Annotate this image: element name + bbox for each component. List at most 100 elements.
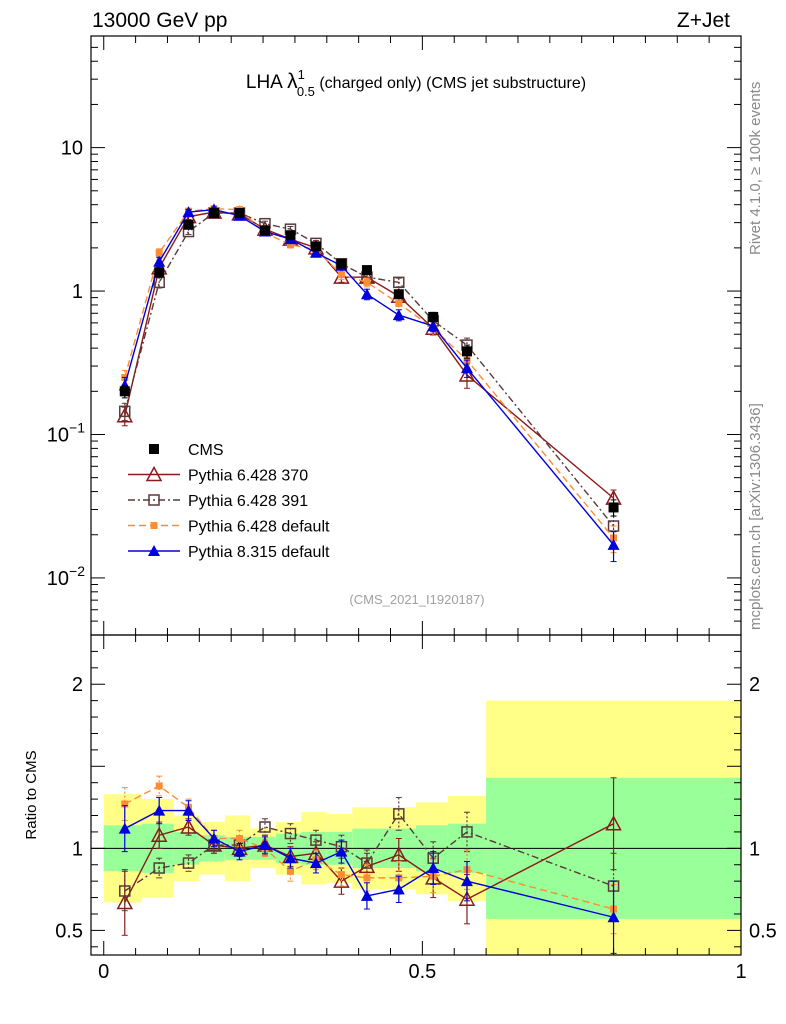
p370-point-ratio-1 [150,826,168,842]
p391-point-ratio-0 [119,885,131,897]
p8-point-7 [309,246,322,258]
ratio-ytick-label-right-0: 2 [749,674,760,696]
p370-line-ratio [124,823,614,903]
ratio-y-axis-label: Ratio to CMS [23,750,40,839]
ratio-frame [90,634,742,956]
p6def-point-8 [337,271,345,279]
p6def-point-ratio-8 [337,871,345,879]
p8-point-1 [153,255,166,267]
data-point-7 [310,241,321,252]
data-point-9 [361,265,372,276]
main-ytick-exp-3: −2 [69,563,85,579]
p391-point-ratio-1 [153,862,165,874]
p8-point-ratio-8 [335,845,348,857]
legend-marker-p370 [145,465,163,482]
data-point-6 [285,230,296,241]
p391-point-ratio-10 [393,808,405,820]
p8-point-12 [460,362,473,374]
mcplots-label: mcplots.cern.ch [arXiv:1306.3436] [747,403,764,630]
xtick-label-0: 0 [98,961,109,983]
data-point-12 [461,346,472,357]
legend-label-p8: Pythia 8.315 default [188,544,330,561]
p8-point-ratio-1 [153,804,166,816]
p6def-point-ratio-4 [235,834,243,842]
p8-point-ratio-0 [118,822,131,834]
legend-label-p6def: Pythia 6.428 default [188,519,330,536]
p8-point-ratio-6 [284,852,297,864]
ratio-ytick-label-left-2: 0.5 [55,920,83,942]
header-left-label: 13000 GeV pp [92,9,227,32]
data-point-3 [208,208,219,219]
ratio-ytick-label-right-1: 1 [749,838,760,860]
data-point-4 [234,208,245,219]
p6def-point-1 [155,249,163,257]
p391-point-ratio-6 [284,827,297,840]
p370-point-ratio-13 [605,815,622,831]
data-point-11 [428,311,439,322]
header-right-label: Z+Jet [677,9,730,32]
p8-point-13 [607,538,620,550]
main-ytick-label-3: 10−2 [47,563,85,590]
legend-marker-p8 [148,545,160,556]
ratio-series [116,775,622,954]
p391-point-ratio-9 [361,857,373,869]
p391-line-ratio [124,812,614,892]
p8-line [124,208,615,546]
data-point-0 [119,386,130,397]
data-point-2 [183,219,194,230]
p391-point-ratio-12 [461,826,473,838]
legend-marker-data [149,444,159,454]
p6def-point-ratio-9 [363,874,371,882]
p391-point-10 [393,276,405,289]
p8-point-ratio-7 [309,857,322,869]
main-ytick-label-2: 10−1 [47,419,85,446]
p8-point-ratio-5 [258,839,271,851]
p6def-point-9 [363,278,371,286]
p8-point-ratio-4 [233,845,246,857]
p370-point-ratio-12 [458,890,476,906]
p8-point-11 [427,320,440,332]
p8-point-2 [182,206,195,218]
xtick-label-2: 1 [735,961,746,983]
p391-point-ratio-2 [182,857,195,869]
data-point-8 [336,258,347,269]
data-point-1 [154,267,165,278]
p8-point-ratio-10 [392,883,405,895]
p8-point-ratio-2 [182,804,195,816]
p8-point-10 [392,309,405,321]
legend: CMS Pythia 6.428 370 Pythia 6.428 391 Pythi… [128,442,330,561]
plot-title: LHA λ1 0.5 (charged only) (CMS jet substr… [246,67,586,99]
p370-point-ratio-10 [390,846,408,862]
main-ytick-label-0: 10 [61,138,83,160]
main-ytick-exp-2: −1 [69,419,85,435]
p8-point-ratio-12 [460,875,473,887]
p6def-line [124,208,615,539]
legend-label-data: CMS [188,442,224,459]
legend-label-p391: Pythia 6.428 391 [188,493,308,510]
p8-point-ratio-9 [360,889,373,901]
title-prefix: LHA [246,72,287,93]
p370-point-0 [116,407,134,423]
legend-label-p370: Pythia 6.428 370 [188,468,308,485]
legend-marker-p391 [148,494,160,506]
p370-point-ratio-8 [333,872,350,888]
p391-point-ratio-5 [259,821,271,833]
p370-point-ratio-9 [358,857,376,874]
main-ytick-base-3: 10 [47,568,69,590]
analysis-id-label: (CMS_2021_I1920187) [349,592,484,607]
title-superscript: 1 [298,67,305,82]
data-point-10 [393,289,404,300]
p370-point-ratio-2 [180,818,197,834]
ratio-ytick-label-left-0: 2 [72,674,83,696]
ratio-ytick-label-left-1: 1 [72,838,83,860]
p6def-point-6 [286,241,294,249]
main-ytick-label-1: 1 [72,281,83,303]
main-series [116,203,622,563]
p6def-point-ratio-1 [155,782,163,790]
p6def-point-10 [395,299,403,307]
main-ytick-base-2: 10 [47,424,69,446]
p391-point-0 [119,405,131,418]
p6def-point-ratio-6 [286,867,294,875]
